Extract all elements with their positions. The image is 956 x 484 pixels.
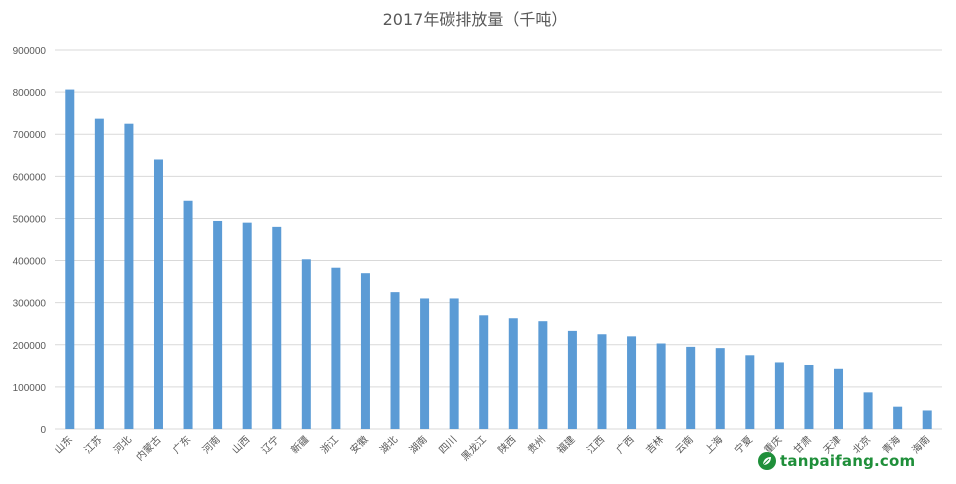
bar xyxy=(567,330,577,429)
y-tick-label: 800000 xyxy=(13,88,47,99)
x-tick-label: 辽宁 xyxy=(259,433,282,456)
bar xyxy=(804,364,814,429)
x-tick-label: 山西 xyxy=(230,434,253,457)
bar xyxy=(863,392,873,429)
x-tick-label: 浙江 xyxy=(318,434,341,457)
bar xyxy=(360,273,370,429)
bar xyxy=(774,362,784,429)
x-tick-label: 宁夏 xyxy=(732,433,755,456)
y-tick-label: 700000 xyxy=(13,130,47,141)
x-tick-label: 上海 xyxy=(702,433,725,456)
bar xyxy=(65,89,75,429)
chart-title: 2017年碳排放量（千吨） xyxy=(383,10,568,29)
x-tick-label: 河北 xyxy=(111,434,134,457)
bar xyxy=(420,298,430,429)
x-tick-label: 黑龙江 xyxy=(458,433,488,463)
bar xyxy=(242,222,252,429)
x-tick-label: 广西 xyxy=(614,434,637,457)
bar xyxy=(627,336,637,429)
bar xyxy=(153,159,163,429)
bar xyxy=(272,226,282,429)
x-tick-label: 山东 xyxy=(52,433,75,456)
bar xyxy=(94,118,104,429)
x-tick-label: 江苏 xyxy=(81,433,104,456)
bar xyxy=(390,292,400,429)
bar xyxy=(183,200,193,429)
y-tick-label: 600000 xyxy=(13,172,47,183)
x-tick-label: 贵州 xyxy=(525,433,548,456)
bar xyxy=(745,355,755,429)
bar xyxy=(538,321,548,429)
x-tick-label: 湖南 xyxy=(406,433,429,456)
y-tick-label: 300000 xyxy=(13,299,47,310)
x-tick-label: 吉林 xyxy=(643,433,666,456)
x-tick-label: 陕西 xyxy=(495,433,518,456)
y-tick-label: 500000 xyxy=(13,214,47,225)
y-tick-label: 900000 xyxy=(13,46,47,57)
bar xyxy=(922,410,932,429)
bar xyxy=(449,298,459,429)
x-tick-label: 内蒙古 xyxy=(133,433,163,463)
bar xyxy=(479,315,489,429)
x-tick-label: 河南 xyxy=(199,433,222,456)
watermark: tanpaifang.com xyxy=(758,452,915,470)
gridlines xyxy=(55,49,942,430)
bar xyxy=(656,343,666,429)
watermark-text: tanpaifang.com xyxy=(780,452,916,470)
bar xyxy=(686,346,696,429)
x-tick-label: 福建 xyxy=(554,433,577,456)
leaf-logo-icon xyxy=(758,452,776,470)
bar xyxy=(508,318,518,429)
y-tick-label: 400000 xyxy=(13,257,47,268)
y-tick-label: 100000 xyxy=(13,383,47,394)
x-tick-label: 江西 xyxy=(584,434,607,457)
bar xyxy=(597,334,607,429)
bar xyxy=(834,368,844,429)
x-tick-label: 新疆 xyxy=(288,433,311,456)
bar xyxy=(893,406,903,429)
bar xyxy=(715,348,725,429)
bar xyxy=(331,267,341,429)
x-tick-label: 湖北 xyxy=(378,434,401,457)
x-tick-label: 安徽 xyxy=(347,433,370,456)
bars xyxy=(65,89,932,429)
y-tick-label: 0 xyxy=(40,425,46,436)
bar xyxy=(213,220,223,429)
y-axis-ticks: 0 100000 200000 300000 400000 500000 600000 700… xyxy=(13,46,47,436)
x-tick-label: 四川 xyxy=(437,434,459,456)
x-tick-label: 云南 xyxy=(672,433,695,456)
bar xyxy=(124,123,134,429)
y-tick-label: 200000 xyxy=(13,341,47,352)
x-tick-label: 广东 xyxy=(170,433,193,456)
bar xyxy=(301,259,311,429)
